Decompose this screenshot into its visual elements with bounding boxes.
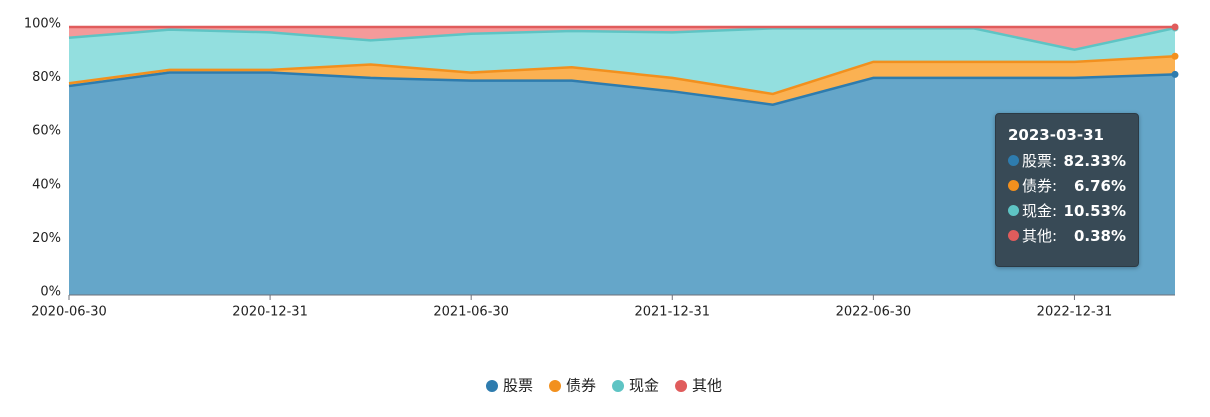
x-tick-label: 2021-12-31 [634,305,710,320]
legend-marker [675,380,688,392]
tooltip-name: 其他 [1022,225,1057,246]
y-tick-label: 80% [32,70,61,85]
tooltip-value: 6.76% [1073,176,1126,195]
area [69,28,1175,94]
legend: 股票 债券 现金 其他 [486,377,722,395]
point [1171,52,1179,60]
legend-label: 其他 [692,377,722,395]
area [69,27,1175,50]
point [1171,70,1179,78]
legend-marker [612,380,625,392]
point [1171,23,1179,31]
tooltip-marker [1008,230,1019,241]
tooltip-name: 股票 [1022,150,1057,171]
legend-marker [549,380,562,392]
area-line [68,71,1176,106]
y-tick-label: 40% [32,177,61,192]
tooltip-marker [1008,205,1019,216]
tooltip-marker [1008,155,1019,166]
area-line [68,26,1176,52]
tooltip-title: 2023-03-31 [1008,126,1104,144]
y-tick-label: 100% [24,17,61,32]
x-tick-label: 2022-06-30 [836,305,912,320]
tooltip: 2023-03-31 股票 82.33% 债券 6.76% 现金 10.53% 其他 0.38% [995,113,1139,267]
tooltip-row: 其他 0.38% [1008,223,1126,248]
area-line [68,54,1176,96]
y-tick-label: 0% [40,285,61,300]
legend-label: 债券 [566,377,596,395]
area [69,56,1175,105]
tooltip-marker [1008,180,1019,191]
x-tick-label: 2022-12-31 [1037,305,1113,320]
x-tick-label: 2020-06-30 [31,305,107,320]
y-tick-label: 20% [32,231,61,246]
tooltip-value: 10.53% [1063,201,1126,220]
x-tick-label: 2021-06-30 [433,305,509,320]
tooltip-row: 股票 82.33% [1008,148,1126,173]
tooltip-value: 82.33% [1063,151,1126,170]
legend-label: 现金 [629,377,659,395]
legend-label: 股票 [503,377,533,395]
area [69,72,1175,295]
tooltip-value: 0.38% [1073,226,1126,245]
tooltip-name: 债券 [1022,175,1057,196]
tooltip-row: 现金 10.53% [1008,198,1126,223]
legend-marker [486,380,498,392]
tooltip-name: 现金 [1022,200,1057,221]
x-tick-label: 2020-12-31 [232,305,308,320]
tooltip-row: 债券 6.76% [1008,173,1126,198]
y-tick-label: 60% [32,124,61,139]
